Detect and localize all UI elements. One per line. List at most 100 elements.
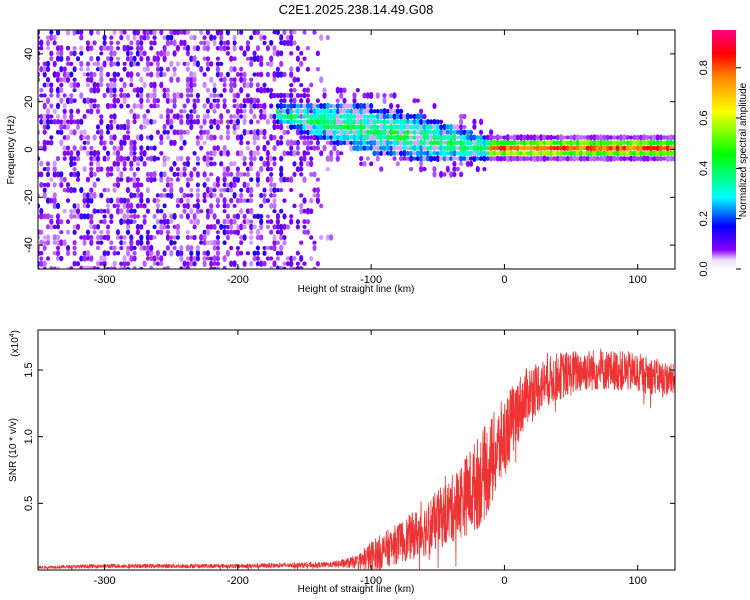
spectrogram-cell [165, 245, 170, 251]
spectrogram-cell [215, 230, 220, 235]
spectrogram-cell [289, 255, 294, 262]
spectrogram-cell [259, 113, 264, 120]
spectrogram-cell [242, 181, 247, 189]
spectrogram-cell [122, 30, 127, 35]
spectrogram-cell [542, 145, 547, 151]
spectrogram-cell [282, 223, 287, 230]
spectrogram-cell [435, 134, 440, 141]
spectrogram-cell [285, 256, 290, 261]
spectrogram-cell [608, 135, 614, 140]
spectrogram-cell [145, 171, 150, 177]
spectrogram-cell [415, 145, 420, 151]
spectrogram-cell [265, 118, 270, 125]
spectrogram-cell [202, 181, 207, 188]
spectrogram-cell [125, 34, 131, 41]
spectrogram-cell [172, 245, 177, 251]
spectrogram-cell [365, 118, 370, 126]
spectrogram-cell [55, 45, 61, 52]
spectrogram-cell [135, 30, 140, 36]
spectrogram-cell [135, 45, 140, 51]
spectrogram-cell [355, 144, 360, 152]
spectrogram-cell [269, 182, 274, 188]
spectrogram-cell [75, 150, 81, 157]
spectrogram-cell [182, 130, 187, 135]
spectrogram-cell [139, 182, 144, 188]
spectrogram-cell [175, 44, 180, 52]
spectrogram-cell [372, 109, 377, 114]
spectrogram-cell [425, 155, 430, 162]
spectrogram-cell [79, 134, 84, 141]
spectrogram-cell [315, 66, 320, 72]
spectrogram-cell [215, 103, 220, 109]
spectrogram-cell [588, 150, 594, 157]
spectrogram-cell [519, 151, 524, 156]
spectrogram-cell [272, 182, 277, 188]
spectrogram-cell [419, 108, 424, 115]
spectrogram-cell [222, 166, 227, 172]
spectrogram-cell [405, 145, 410, 151]
snr-frame [37, 329, 676, 571]
spectrogram-cell [219, 223, 224, 230]
spectrogram-cell [52, 266, 57, 269]
spectrogram-cell [245, 251, 250, 256]
spectrogram-cell [38, 71, 41, 78]
spectrogram-cell [145, 60, 150, 68]
spectrogram-cell [202, 56, 207, 61]
spectrogram-cell [352, 124, 357, 130]
spectrogram-cell [162, 155, 167, 162]
spectrogram-cell [245, 93, 250, 98]
spectrogram-cell [149, 145, 154, 151]
spectrogram-cell [42, 192, 47, 199]
spectrogram-cell [89, 192, 94, 199]
spectrogram-cell [182, 171, 187, 177]
spectrogram-cell [655, 145, 660, 152]
spectrogram-cell [312, 124, 317, 130]
spectrogram-cell [205, 151, 210, 156]
spectrogram-cell [585, 150, 590, 157]
spectrogram-cell [275, 212, 280, 220]
spectrogram-cell [99, 240, 104, 245]
spectrogram-cell [122, 92, 127, 99]
spectrogram-cell [165, 118, 170, 126]
spectrogram-cell [112, 134, 117, 141]
spectrogram-cell [192, 82, 197, 88]
spectrogram-cell [239, 109, 244, 114]
spectrogram-cell [295, 219, 300, 225]
spectrogram-cell [172, 139, 177, 146]
spectrogram-cell [99, 114, 104, 119]
spectrogram-cell [62, 76, 67, 83]
spectrogram-cell [245, 218, 250, 225]
spectrogram-cell [89, 224, 94, 230]
spectrogram-cell [172, 113, 177, 120]
spectrogram-cell [202, 229, 207, 235]
spectrogram-cell [265, 87, 270, 93]
spectrogram-cell [109, 103, 114, 109]
spectrogram-cell [255, 176, 260, 184]
spectrogram-cell [192, 203, 197, 209]
spectrogram-cell [309, 172, 314, 177]
spectrogram-cell [195, 114, 200, 119]
spectrogram-cell [175, 166, 180, 172]
spectrogram-cell [215, 266, 220, 269]
spectrogram-cell [302, 56, 307, 61]
spectrogram-cell [655, 155, 660, 162]
spectrogram-cell [409, 130, 414, 135]
spectrogram-cell [429, 134, 434, 141]
spectrogram-cell [225, 203, 230, 209]
spectrogram-cell [82, 197, 87, 204]
spectrogram-cell [272, 119, 277, 125]
spectrogram-cell [129, 214, 134, 219]
spectrogram-cell [39, 39, 44, 47]
spectrogram-cell [455, 156, 460, 161]
spectrogram-cell [229, 245, 234, 251]
spectrogram-cell [459, 155, 464, 162]
spectrogram-cell [189, 81, 194, 89]
spectrogram-cell [125, 123, 131, 131]
spectrogram-cell [229, 114, 234, 119]
spectrogram-cell [162, 218, 167, 225]
spectrogram-cell [129, 144, 134, 152]
spectrogram-cell [89, 55, 94, 62]
spectrogram-cell [459, 140, 464, 146]
spectrogram-cell [119, 87, 124, 93]
spectrogram-cell [272, 71, 277, 78]
